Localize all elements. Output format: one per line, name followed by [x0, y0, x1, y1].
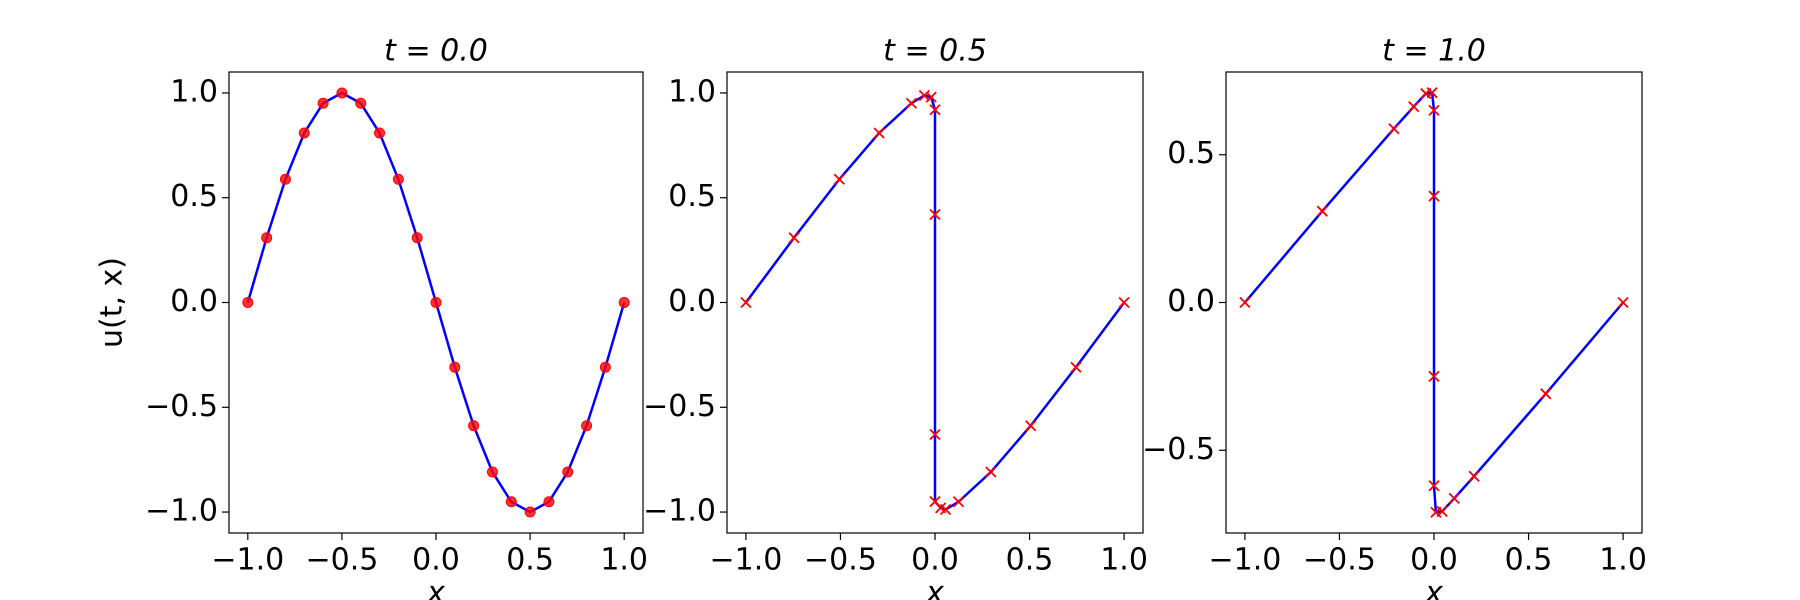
marker	[317, 97, 329, 109]
x-tick-label: 1.0	[1599, 543, 1647, 578]
x-tick-label: 1.0	[600, 543, 648, 578]
marker	[1118, 296, 1130, 309]
x-tick-label: −0.5	[305, 543, 378, 578]
subplot: t = 0.0 x u(t, x) −1.0 −0.5 0.0 0.5 1.0 −1.0 −0.5…	[95, 34, 649, 600]
marker	[524, 506, 536, 518]
subplot: t = 1.0 x −1.0 −0.5 0.0 0.5 1.0 −0.5 0.0 0.5	[1142, 34, 1647, 600]
marker	[1617, 296, 1629, 309]
x-axis-label: x	[1424, 576, 1443, 600]
x-tick-label: 0.0	[1410, 543, 1458, 578]
marker	[486, 466, 498, 478]
x-tick-label: 0.0	[412, 543, 460, 578]
x-tick-label: −0.5	[1303, 543, 1376, 578]
marker	[355, 97, 367, 109]
marker	[562, 466, 574, 478]
line	[744, 94, 1126, 511]
x-tick-label: 0.5	[1505, 543, 1553, 578]
y-tick-label: 0.0	[668, 284, 716, 319]
marker	[1428, 190, 1440, 202]
y-tick-label: 0.0	[1167, 284, 1215, 319]
marker	[873, 127, 885, 139]
marker	[788, 232, 800, 244]
marker	[929, 428, 941, 441]
marker	[543, 496, 555, 508]
marker	[905, 97, 918, 109]
subplot-title: t = 0.0	[384, 34, 488, 69]
x-axis-label: x	[925, 576, 944, 600]
marker	[468, 420, 480, 432]
marker	[279, 173, 291, 185]
y-tick-label: 1.0	[668, 74, 716, 109]
marker	[1388, 123, 1400, 135]
marker	[1428, 104, 1440, 117]
marker	[985, 466, 997, 478]
y-tick-label: 0.0	[170, 284, 218, 319]
x-tick-label: 0.5	[506, 543, 554, 578]
marker	[1408, 100, 1420, 113]
y-tick-label: −1.0	[145, 494, 218, 529]
marker	[939, 503, 952, 516]
marker	[952, 496, 965, 508]
subplot-title: t = 0.5	[883, 34, 987, 69]
marker	[430, 297, 442, 308]
marker	[618, 297, 630, 308]
marker	[505, 496, 517, 508]
y-tick-label: 0.5	[668, 179, 716, 214]
marker	[449, 361, 461, 373]
x-tick-label: 0.0	[911, 543, 959, 578]
marker	[242, 297, 254, 308]
marker	[261, 232, 273, 244]
x-tick-label: −1.0	[1208, 543, 1281, 578]
x-tick-label: 1.0	[1100, 543, 1148, 578]
marker	[1239, 296, 1251, 309]
marker	[336, 87, 348, 99]
marker	[1448, 492, 1460, 505]
marker	[1436, 505, 1448, 518]
marker	[1316, 205, 1328, 217]
x-tick-label: −1.0	[211, 543, 284, 578]
marker	[929, 208, 941, 221]
marker	[1070, 361, 1082, 373]
marker	[374, 127, 386, 139]
subplot-title: t = 1.0	[1382, 34, 1486, 69]
marker	[1025, 420, 1037, 432]
subplot: t = 0.5 x −1.0 −0.5 0.0 0.5 1.0 −1.0 −0.5 0.0 0.5 1…	[643, 34, 1148, 600]
y-tick-label: −1.0	[643, 494, 716, 529]
marker	[833, 173, 845, 185]
x-axis-label: x	[426, 576, 445, 600]
marker	[411, 232, 423, 244]
y-tick-label: 0.5	[170, 179, 218, 214]
marker	[599, 361, 611, 373]
x-tick-label: −0.5	[804, 543, 877, 578]
marker	[1540, 388, 1552, 400]
marker	[1428, 480, 1440, 492]
marker	[925, 91, 937, 103]
marker	[740, 296, 752, 309]
y-tick-label: 0.5	[1167, 136, 1215, 171]
marker	[929, 104, 941, 116]
marker	[1468, 470, 1480, 482]
line	[1243, 91, 1625, 514]
y-axis-label: u(t, x)	[95, 257, 130, 348]
marker	[392, 173, 404, 185]
marker	[1428, 370, 1440, 383]
y-tick-label: −0.5	[1142, 432, 1215, 467]
marker	[298, 127, 310, 139]
y-tick-label: −0.5	[145, 389, 218, 424]
x-tick-label: −1.0	[709, 543, 782, 578]
y-tick-label: −0.5	[643, 389, 716, 424]
marker	[581, 420, 593, 432]
x-tick-label: 0.5	[1006, 543, 1054, 578]
marker	[1426, 87, 1438, 99]
y-tick-label: 1.0	[170, 74, 218, 109]
marker	[918, 89, 931, 102]
